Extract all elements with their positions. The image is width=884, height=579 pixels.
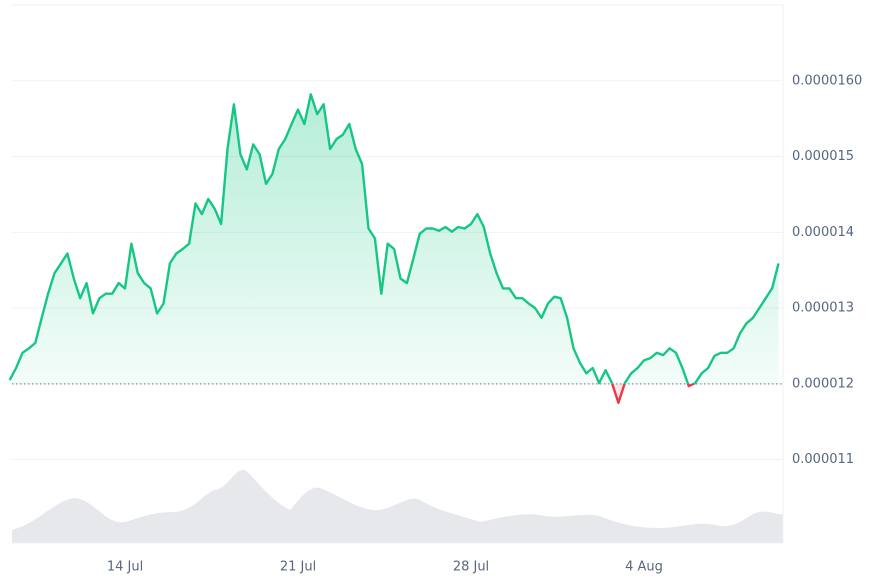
y-tick-label: 0.000014	[792, 225, 854, 240]
x-tick-label: 4 Aug	[625, 560, 663, 575]
y-tick-label: 0.000013	[792, 301, 854, 316]
x-tick-label: 14 Jul	[107, 560, 143, 575]
area-negative	[612, 383, 694, 403]
area	[9, 94, 779, 384]
x-tick-label: 21 Jul	[280, 560, 316, 575]
y-tick-label: 0.000015	[792, 149, 854, 164]
x-tick-label: 28 Jul	[453, 560, 489, 575]
volume-area	[12, 469, 783, 543]
y-tick-label: 0.000012	[792, 376, 854, 391]
y-tick-label: 0.0000160	[792, 73, 862, 88]
price-line	[8, 93, 780, 384]
y-tick-label: 0.000011	[792, 452, 854, 467]
